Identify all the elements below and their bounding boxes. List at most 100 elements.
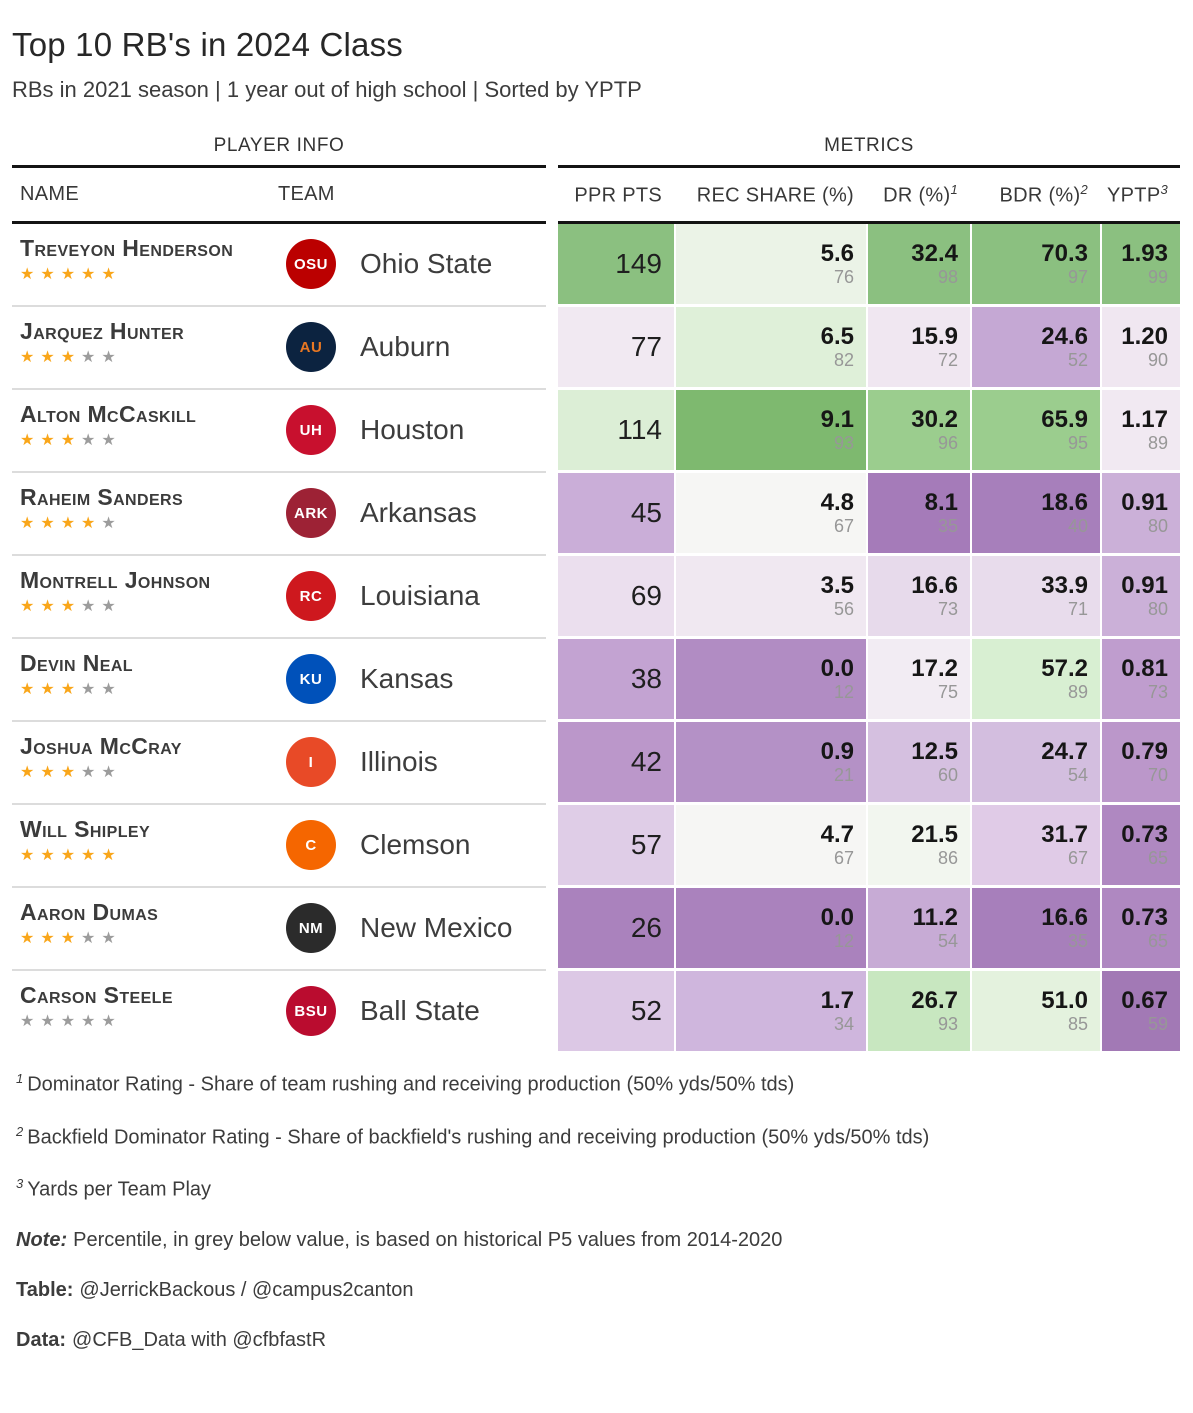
credit-line: Note: Percentile, in grey below value, is… <box>16 1229 1180 1252</box>
bdr-cell: 24.7 54 <box>970 722 1100 802</box>
metric-percentile: 73 <box>1147 682 1168 702</box>
metric-percentile: 12 <box>833 931 854 951</box>
metric-value: 16.6 <box>911 572 958 599</box>
yptp-cell: 0.91 80 <box>1100 473 1180 553</box>
player-info-cell: Will Shipley ★ ★ ★ ★ ★ <box>12 805 270 885</box>
dr-cell: 12.5 60 <box>866 722 970 802</box>
metric-percentile: 70 <box>1147 765 1168 785</box>
metric-value: 8.1 <box>924 489 958 516</box>
star-rating: ★ ★ ★ ★ ★ <box>20 848 266 864</box>
star-filled-icon: ★ <box>40 515 55 532</box>
rec-share-cell: 3.5 56 <box>674 556 866 636</box>
metric-percentile: 34 <box>833 1014 854 1034</box>
metric-percentile: 56 <box>833 599 854 619</box>
rec-share-cell: 4.7 67 <box>674 805 866 885</box>
metric-value: 0.73 <box>1121 821 1168 848</box>
page-subtitle: RBs in 2021 season | 1 year out of high … <box>12 77 642 102</box>
star-rating: ★ ★ ★ ★ ★ <box>20 931 266 947</box>
player-name: Carson Steele <box>20 982 173 1008</box>
footnote: 2 Backfield Dominator Rating - Share of b… <box>16 1124 1180 1150</box>
metric-value: 0.67 <box>1121 987 1168 1014</box>
team-logo-abbr: C <box>305 836 317 854</box>
metric-value: 1.20 <box>1121 323 1168 350</box>
metric-percentile: 86 <box>937 848 958 868</box>
star-filled-icon: ★ <box>20 764 35 781</box>
dr-cell: 17.2 75 <box>866 639 970 719</box>
metric-percentile: 89 <box>1147 433 1168 453</box>
metric-percentile: 60 <box>937 765 958 785</box>
player-name: Treveyon Henderson <box>20 235 234 261</box>
metric-value: 21.5 <box>911 821 958 848</box>
row-separator <box>12 636 1180 639</box>
rec-share-cell: 5.6 76 <box>674 224 866 304</box>
metric-value: 1.17 <box>1121 406 1168 433</box>
star-empty-icon: ★ <box>101 515 116 532</box>
metric-value: 4.8 <box>820 489 854 516</box>
metric-value: 24.7 <box>1041 738 1088 765</box>
yptp-cell: 1.93 99 <box>1100 224 1180 304</box>
star-rating: ★ ★ ★ ★ ★ <box>20 267 266 283</box>
team-logo-abbr: NM <box>298 919 324 937</box>
star-filled-icon: ★ <box>40 598 55 615</box>
spanner-metrics: METRICS <box>824 135 914 156</box>
player-row: Will Shipley ★ ★ ★ ★ ★ C Clemson 57 4.7 67 2… <box>12 805 1180 885</box>
team-name: Kansas <box>360 663 454 694</box>
column-gap <box>546 971 558 1051</box>
metric-value: 51.0 <box>1041 987 1088 1014</box>
ppr-value: 26 <box>630 912 662 943</box>
metric-percentile: 67 <box>1067 848 1088 868</box>
metric-value: 0.0 <box>820 655 854 682</box>
bdr-cell: 65.9 95 <box>970 390 1100 470</box>
metric-value: 0.79 <box>1121 738 1168 765</box>
ppr-value: 42 <box>630 746 662 777</box>
player-info-cell: Montrell Johnson ★ ★ ★ ★ ★ <box>12 556 270 636</box>
player-row: Treveyon Henderson ★ ★ ★ ★ ★ OSU Ohio State … <box>12 224 1180 304</box>
team-name: Ball State <box>360 995 480 1026</box>
team-name: Clemson <box>360 829 471 860</box>
dr-cell: 15.9 72 <box>866 307 970 387</box>
column-header-yptp: YPTP3 <box>1107 181 1168 207</box>
ppr-value: 114 <box>617 414 662 445</box>
metric-value: 0.73 <box>1121 904 1168 931</box>
footnote-marker: 3 <box>16 1176 24 1192</box>
metric-percentile: 73 <box>937 599 958 619</box>
player-info-cell: Raheim Sanders ★ ★ ★ ★ ★ <box>12 473 270 553</box>
player-name: Raheim Sanders <box>20 484 184 510</box>
team-cell: AU Auburn <box>270 307 546 387</box>
rec-share-cell: 9.1 93 <box>674 390 866 470</box>
team-cell: RC Louisiana <box>270 556 546 636</box>
star-filled-icon: ★ <box>60 515 76 532</box>
team-logo-abbr: RC <box>299 587 323 605</box>
bdr-cell: 31.7 67 <box>970 805 1100 885</box>
metric-percentile: 82 <box>833 350 854 370</box>
player-row: Jarquez Hunter ★ ★ ★ ★ ★ AU Auburn 77 6.5 82… <box>12 307 1180 387</box>
row-separator <box>12 885 1180 888</box>
credit-prefix: Note: <box>16 1228 68 1251</box>
top-rule <box>12 165 1180 168</box>
metric-percentile: 54 <box>937 931 958 951</box>
dr-cell: 11.2 54 <box>866 888 970 968</box>
metric-percentile: 59 <box>1147 1014 1168 1034</box>
team-logo: KU <box>286 654 336 704</box>
rec-share-cell: 0.9 21 <box>674 722 866 802</box>
row-separator <box>12 968 1180 971</box>
metric-percentile: 54 <box>1067 765 1088 785</box>
bdr-cell: 57.2 89 <box>970 639 1100 719</box>
star-filled-icon: ★ <box>40 266 55 283</box>
team-cell: OSU Ohio State <box>270 224 546 304</box>
player-info-cell: Carson Steele ★ ★ ★ ★ ★ <box>12 971 270 1051</box>
metric-percentile: 35 <box>937 516 958 536</box>
ppr-pts-cell: 38 <box>558 639 674 719</box>
bdr-cell: 51.0 85 <box>970 971 1100 1051</box>
team-logo: NM <box>286 903 336 953</box>
credit-text: Percentile, in grey below value, is base… <box>73 1228 783 1251</box>
ppr-value: 38 <box>630 663 662 694</box>
dr-cell: 26.7 93 <box>866 971 970 1051</box>
bdr-cell: 33.9 71 <box>970 556 1100 636</box>
metric-value: 3.5 <box>820 572 854 599</box>
team-name: Houston <box>360 414 465 445</box>
metric-value: 33.9 <box>1041 572 1088 599</box>
yptp-cell: 0.79 70 <box>1100 722 1180 802</box>
credit-text: @CFB_Data with @cfbfastR <box>72 1328 327 1351</box>
metric-percentile: 75 <box>937 682 958 702</box>
